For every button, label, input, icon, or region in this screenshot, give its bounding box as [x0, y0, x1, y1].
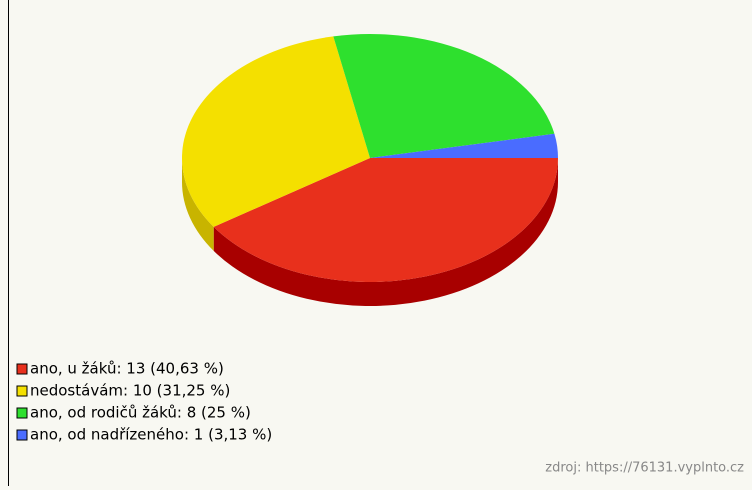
- slice: [182, 36, 370, 227]
- legend-label: ano, u žáků: 13 (40,63 %): [30, 360, 224, 378]
- legend-swatch: [16, 429, 28, 441]
- source: zdroj: https://76131.vyplnto.cz: [545, 461, 744, 476]
- legend-label: ano, od rodičů žáků: 8 (25 %): [30, 404, 251, 422]
- legend-swatch: [16, 385, 28, 397]
- slice: [333, 34, 555, 158]
- slice: [370, 133, 558, 158]
- legend-label: ano, od nadřízeného: 1 (3,13 %): [30, 426, 272, 444]
- slice-side: [182, 158, 214, 251]
- legend-label: nedostávám: 10 (31,25 %): [30, 382, 230, 400]
- slice: [213, 158, 558, 282]
- legend-swatch: [16, 407, 28, 419]
- legend-swatch: [16, 363, 28, 375]
- slice-side: [213, 158, 558, 306]
